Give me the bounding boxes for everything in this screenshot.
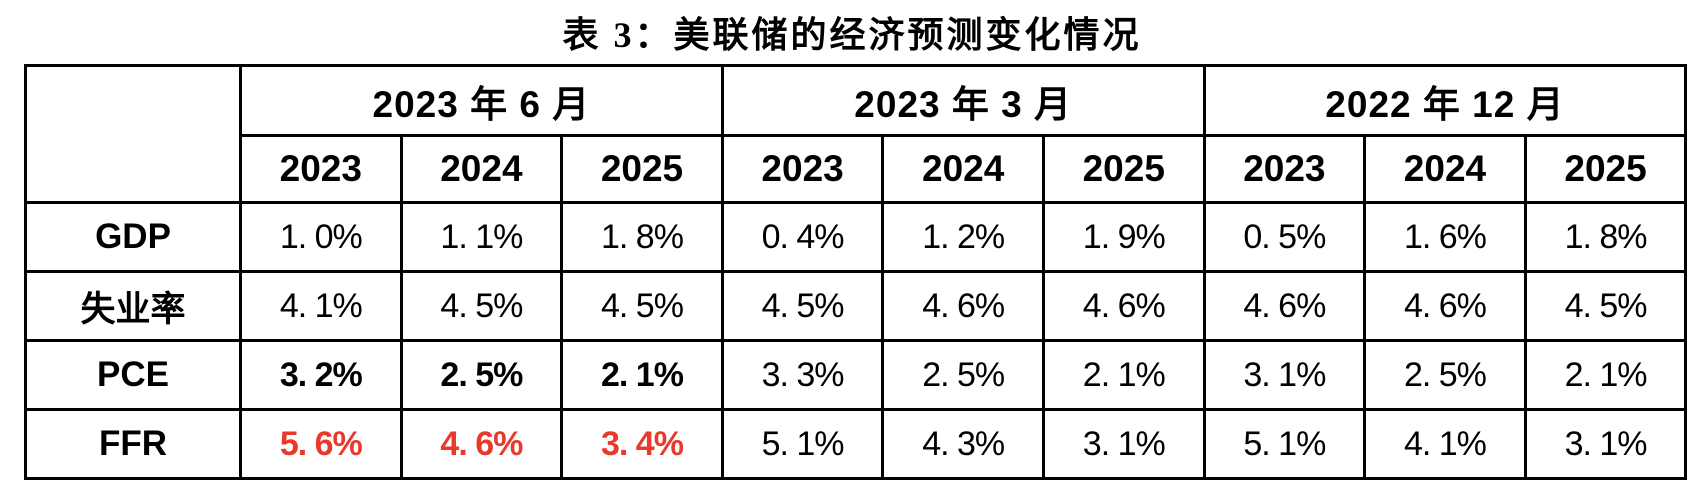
value-cell: 1. 8% <box>560 201 724 273</box>
value-cell: 4. 6% <box>1202 270 1367 342</box>
value-cell: 5. 1% <box>1202 408 1367 480</box>
value-cell: 1. 2% <box>881 201 1045 273</box>
table-row-gdp: GDP 1. 0% 1. 1% 1. 8% 0. 4% 1. 2% 1. 9% … <box>24 201 1688 273</box>
value-cell: 3. 1% <box>1523 408 1688 480</box>
year-header: 2025 <box>560 134 724 204</box>
corner-cell <box>24 64 242 204</box>
value-cell: 1. 6% <box>1363 201 1527 273</box>
year-header: 2024 <box>1363 134 1527 204</box>
value-cell: 1. 9% <box>1041 201 1206 273</box>
year-header: 2023 <box>720 134 885 204</box>
value-cell-highlight-red: 4. 6% <box>399 408 564 480</box>
value-cell: 4. 5% <box>560 270 724 342</box>
value-cell: 1. 0% <box>239 201 403 273</box>
value-cell: 5. 1% <box>720 408 885 480</box>
year-header: 2025 <box>1523 134 1688 204</box>
row-label-ffr: FFR <box>24 408 242 480</box>
year-header: 2024 <box>881 134 1045 204</box>
value-cell: 4. 5% <box>1523 270 1688 342</box>
table-title: 表 3：美联储的经济预测变化情况 <box>562 15 1142 55</box>
value-cell: 4. 6% <box>1041 270 1206 342</box>
value-cell-bold: 2. 1% <box>560 339 724 411</box>
value-cell: 1. 8% <box>1523 201 1688 273</box>
value-cell: 3. 1% <box>1202 339 1367 411</box>
table-row-unemployment: 失业率 4. 1% 4. 5% 4. 5% 4. 5% 4. 6% 4. 6% … <box>24 270 1688 342</box>
row-label-pce: PCE <box>24 339 242 411</box>
value-cell-bold: 2. 5% <box>399 339 564 411</box>
value-cell: 0. 4% <box>720 201 885 273</box>
value-cell: 4. 5% <box>399 270 564 342</box>
group-header-2023-jun: 2023 年 6 月 <box>239 64 724 137</box>
value-cell: 2. 5% <box>1363 339 1527 411</box>
value-cell: 4. 1% <box>1363 408 1527 480</box>
table-row-pce: PCE 3. 2% 2. 5% 2. 1% 3. 3% 2. 5% 2. 1% … <box>24 339 1688 411</box>
year-header: 2023 <box>1202 134 1367 204</box>
value-cell: 1. 1% <box>399 201 564 273</box>
year-header: 2024 <box>399 134 564 204</box>
value-cell: 4. 3% <box>881 408 1045 480</box>
year-header: 2025 <box>1041 134 1206 204</box>
value-cell: 4. 5% <box>720 270 885 342</box>
value-cell: 0. 5% <box>1202 201 1367 273</box>
group-header-2023-mar: 2023 年 3 月 <box>720 64 1206 137</box>
value-cell-highlight-red: 3. 4% <box>560 408 724 480</box>
value-cell: 4. 6% <box>881 270 1045 342</box>
value-cell: 4. 1% <box>239 270 403 342</box>
fed-forecast-table: 2023 年 6 月 2023 年 3 月 2022 年 12 月 2023 2… <box>24 64 1688 480</box>
value-cell-bold: 3. 2% <box>239 339 403 411</box>
group-header-row: 2023 年 6 月 2023 年 3 月 2022 年 12 月 <box>24 64 1688 204</box>
value-cell: 4. 6% <box>1363 270 1527 342</box>
value-cell: 2. 5% <box>881 339 1045 411</box>
table-row-ffr: FFR 5. 6% 4. 6% 3. 4% 5. 1% 4. 3% 3. 1% … <box>24 408 1688 480</box>
year-header: 2023 <box>239 134 403 204</box>
row-label-unemployment: 失业率 <box>24 270 242 342</box>
value-cell: 2. 1% <box>1523 339 1688 411</box>
value-cell: 2. 1% <box>1041 339 1206 411</box>
group-header-2022-dec: 2022 年 12 月 <box>1202 64 1688 137</box>
row-label-gdp: GDP <box>24 201 242 273</box>
value-cell: 3. 1% <box>1041 408 1206 480</box>
value-cell: 3. 3% <box>720 339 885 411</box>
value-cell-highlight-red: 5. 6% <box>239 408 403 480</box>
year-header-row: 2023 2024 2025 2023 2024 2025 2023 2024 … <box>26 134 1688 204</box>
